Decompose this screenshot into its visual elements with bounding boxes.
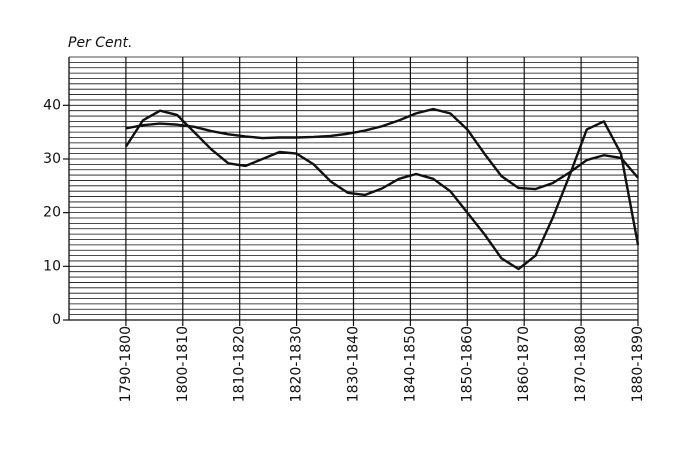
y-axis-label: Per Cent. [68, 35, 132, 51]
x-tick-label: 1800-1810 [175, 326, 191, 402]
x-tick-label: 1830-1840 [346, 326, 362, 402]
x-tick-label: 1810-1820 [232, 326, 248, 402]
x-tick-label: 1860-1870 [516, 326, 532, 402]
y-tick-label: 30 [43, 151, 61, 167]
y-tick-label: 0 [52, 312, 61, 328]
x-tick-label: 1880-1890 [630, 326, 646, 402]
data-line [124, 109, 640, 271]
x-tick-label: 1870-1880 [573, 326, 589, 402]
y-tick-label: 40 [43, 97, 61, 113]
y-tick-label: 10 [43, 258, 61, 274]
x-tick-label: 1790-1800 [118, 326, 134, 402]
data-line [125, 107, 639, 191]
y-tick-label: 20 [43, 205, 61, 221]
x-tick-label: 1840-1850 [402, 326, 418, 402]
x-tick-label: 1850-1860 [459, 326, 475, 402]
x-tick-label: 1820-1830 [289, 326, 305, 402]
